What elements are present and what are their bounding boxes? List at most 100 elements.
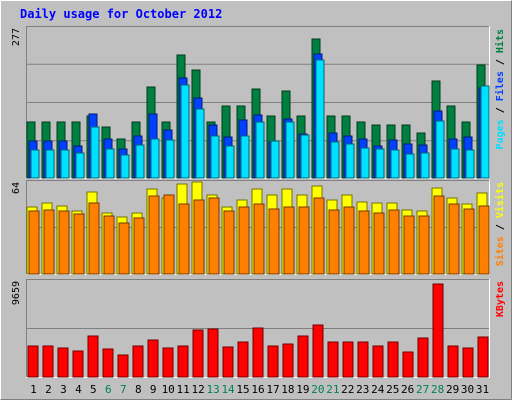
bar-pages-day-12 <box>195 108 205 179</box>
y-max-label: 277 <box>11 28 22 46</box>
bar-pages-day-22 <box>345 143 355 179</box>
bar-sites-day-9 <box>148 195 160 275</box>
bar-kbytes-day-27 <box>417 337 429 378</box>
bar-sites-day-17 <box>268 208 280 275</box>
bar-kbytes-day-10 <box>162 347 174 378</box>
bar-sites-day-22 <box>343 206 355 275</box>
bar-kbytes-day-13 <box>207 328 219 378</box>
chart-title: Daily usage for October 2012 <box>20 7 222 21</box>
x-tick-label: 16 <box>251 383 264 396</box>
bar-sites-day-13 <box>208 197 220 275</box>
bar-pages-day-7 <box>120 154 130 179</box>
bar-pages-day-26 <box>405 153 415 179</box>
bar-kbytes-day-22 <box>342 341 354 378</box>
x-tick-label: 24 <box>371 383 385 396</box>
bar-kbytes-day-28 <box>432 283 444 378</box>
y-max-label: 9659 <box>11 281 22 305</box>
legend-label-hits: Hits <box>494 29 506 53</box>
bar-pages-day-5 <box>90 126 100 179</box>
bar-sites-day-20 <box>313 197 325 275</box>
bar-kbytes-day-12 <box>192 329 204 378</box>
x-tick-label: 21 <box>326 383 339 396</box>
x-tick-label: 29 <box>446 383 459 396</box>
bar-pages-day-17 <box>270 140 280 179</box>
bar-sites-day-11 <box>178 203 190 275</box>
bar-kbytes-day-8 <box>132 345 144 378</box>
bar-pages-day-19 <box>300 134 310 179</box>
panel-sites-visits: 64 Sites / Visits <box>11 180 506 275</box>
x-tick-label: 20 <box>311 383 324 396</box>
legend-separator: / <box>495 101 506 119</box>
x-tick-label: 26 <box>401 383 414 396</box>
bar-pages-day-10 <box>165 139 175 179</box>
bar-sites-day-21 <box>328 209 340 275</box>
x-tick-label: 25 <box>386 383 399 396</box>
bar-kbytes-day-16 <box>252 327 264 378</box>
bar-kbytes-day-17 <box>267 345 279 378</box>
bar-kbytes-day-24 <box>372 345 384 378</box>
legend-label-files: Files <box>494 71 506 101</box>
bar-kbytes-day-30 <box>462 347 474 378</box>
bar-pages-day-23 <box>360 147 370 179</box>
series-legend: Sites / Visits <box>494 182 506 266</box>
bar-sites-day-19 <box>298 206 310 275</box>
x-tick-label: 19 <box>296 383 309 396</box>
bar-sites-day-3 <box>58 210 70 275</box>
x-tick-label: 4 <box>75 383 82 396</box>
bar-pages-day-27 <box>420 152 430 179</box>
bar-kbytes-day-2 <box>42 345 54 378</box>
bar-sites-day-2 <box>43 209 55 275</box>
x-tick-label: 27 <box>416 383 429 396</box>
x-tick-label: 1 <box>30 383 37 396</box>
bar-kbytes-day-1 <box>27 345 39 378</box>
bar-pages-day-9 <box>150 138 160 179</box>
bar-kbytes-day-29 <box>447 345 459 378</box>
bar-pages-day-20 <box>315 59 325 179</box>
x-tick-label: 10 <box>162 383 175 396</box>
bar-kbytes-day-14 <box>222 346 234 378</box>
panel-pages-files-hits: 277 Pages / Files / Hits <box>11 26 506 179</box>
x-tick-label: 18 <box>281 383 294 396</box>
x-tick-label: 23 <box>356 383 369 396</box>
x-tick-label: 31 <box>476 383 489 396</box>
bar-sites-day-14 <box>223 210 235 275</box>
bar-kbytes-day-19 <box>297 335 309 378</box>
bar-sites-day-24 <box>373 212 385 275</box>
x-tick-label: 30 <box>461 383 474 396</box>
x-axis-day-labels: 1 2 3 4 5 6 7 8 9 10 11 12 13 14 15 16 17 18 19 20 21 22 23 24 2… <box>30 383 489 396</box>
bar-kbytes-day-3 <box>57 347 69 378</box>
bar-sites-day-5 <box>88 202 100 275</box>
bar-pages-day-29 <box>450 148 460 179</box>
bar-kbytes-day-18 <box>282 343 294 378</box>
bar-pages-day-15 <box>240 135 250 179</box>
bar-pages-day-16 <box>255 121 265 179</box>
legend-separator: / <box>495 218 506 236</box>
bar-pages-day-3 <box>60 149 70 179</box>
x-tick-label: 28 <box>431 383 444 396</box>
bar-kbytes-day-20 <box>312 324 324 378</box>
bar-pages-day-24 <box>375 148 385 179</box>
bar-sites-day-31 <box>478 205 490 275</box>
bar-pages-day-4 <box>75 152 85 179</box>
bar-kbytes-day-7 <box>117 354 129 378</box>
x-tick-label: 3 <box>60 383 67 396</box>
x-tick-label: 17 <box>266 383 279 396</box>
bar-sites-day-28 <box>433 195 445 275</box>
bar-kbytes-day-4 <box>72 350 84 378</box>
legend-label-kbytes: KBytes <box>495 281 506 317</box>
bar-sites-day-7 <box>118 222 130 275</box>
x-tick-label: 13 <box>206 383 219 396</box>
x-tick-label: 5 <box>90 383 97 396</box>
bar-sites-day-16 <box>253 203 265 275</box>
x-tick-label: 14 <box>221 383 235 396</box>
bar-pages-day-31 <box>480 85 490 179</box>
x-tick-label: 9 <box>150 383 157 396</box>
bar-kbytes-day-25 <box>387 341 399 378</box>
bar-sites-day-18 <box>283 206 295 275</box>
bar-pages-day-6 <box>105 148 115 179</box>
bar-sites-day-6 <box>103 215 115 275</box>
x-tick-label: 7 <box>120 383 127 396</box>
bar-pages-day-13 <box>210 135 220 179</box>
bar-pages-day-21 <box>330 141 340 179</box>
